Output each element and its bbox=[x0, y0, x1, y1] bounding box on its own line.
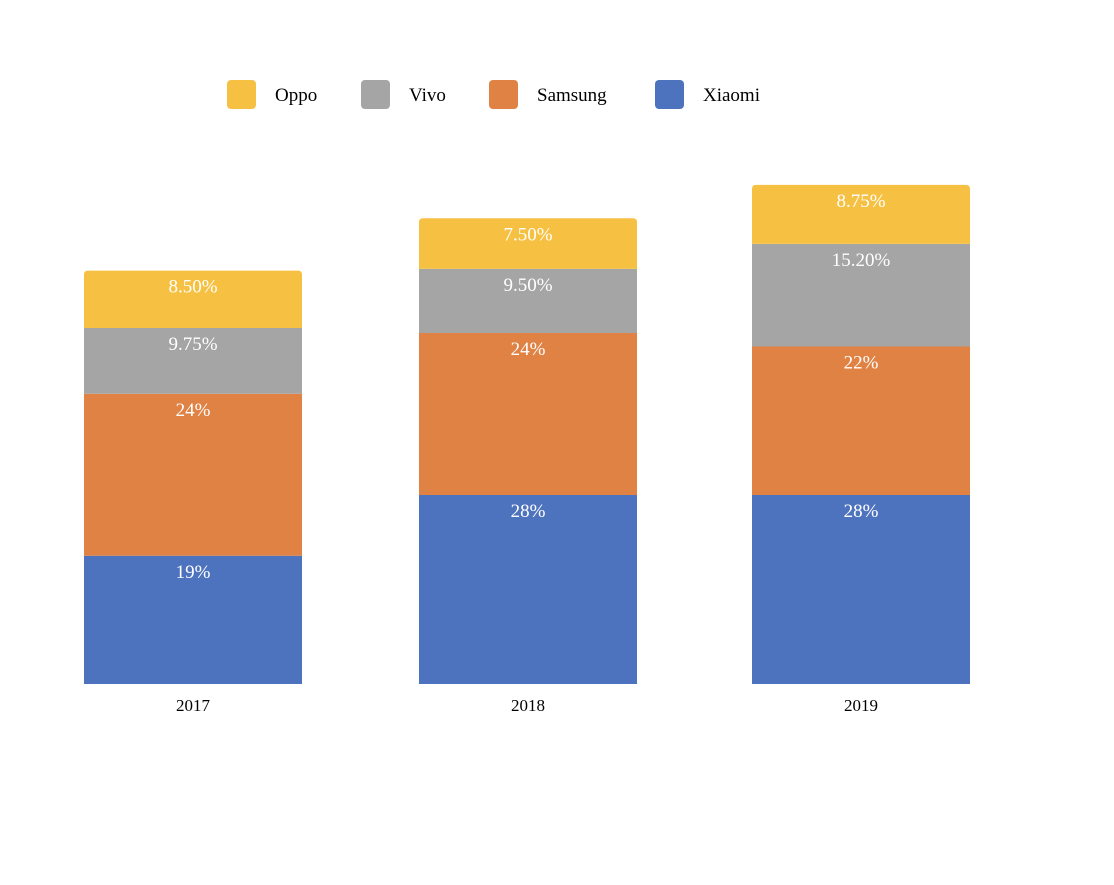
bar-segment-oppo-2018 bbox=[419, 218, 637, 269]
bar-stack-2019: 28% 22% 15.20% 8.75% bbox=[752, 184, 970, 684]
chart-legend: Oppo Vivo Samsung Xiaomi bbox=[227, 80, 760, 109]
x-tick-label-2018: 2018 bbox=[511, 696, 545, 715]
legend-item-oppo: Oppo bbox=[227, 80, 317, 109]
x-tick-label-2017: 2017 bbox=[176, 696, 211, 715]
data-label-oppo-2017: 8.50% bbox=[168, 277, 217, 298]
data-label-vivo-2018: 9.50% bbox=[503, 275, 552, 296]
bar-segment-oppo-2017 bbox=[84, 270, 302, 328]
legend-label-oppo: Oppo bbox=[275, 85, 317, 106]
legend-item-samsung: Samsung bbox=[489, 80, 607, 109]
data-label-oppo-2018: 7.50% bbox=[503, 224, 552, 245]
legend-swatch-samsung bbox=[489, 80, 518, 109]
data-label-samsung-2017: 24% bbox=[176, 400, 211, 421]
legend-item-vivo: Vivo bbox=[361, 80, 446, 109]
data-label-oppo-2019: 8.75% bbox=[836, 191, 885, 212]
data-label-vivo-2019: 15.20% bbox=[832, 250, 891, 271]
bar-stack-2017: 19% 24% 9.75% 8.50% bbox=[84, 270, 302, 684]
data-label-vivo-2017: 9.75% bbox=[168, 334, 217, 355]
bar-segment-vivo-2018 bbox=[419, 268, 637, 333]
legend-label-vivo: Vivo bbox=[409, 85, 446, 106]
bar-segment-xiaomi-2017 bbox=[84, 555, 302, 684]
bar-segment-samsung-2018 bbox=[419, 333, 637, 495]
bar-segment-samsung-2017 bbox=[84, 393, 302, 556]
bar-segment-xiaomi-2018 bbox=[419, 495, 637, 684]
legend-label-samsung: Samsung bbox=[537, 85, 607, 106]
legend-swatch-oppo bbox=[227, 80, 256, 109]
chart-plot-area: 19% 24% 9.75% 8.50% 28% 24% 9.50% 7.50% 28% 22% 15… bbox=[84, 184, 970, 684]
x-axis: 2017 2018 2019 bbox=[176, 696, 878, 715]
legend-swatch-vivo bbox=[361, 80, 390, 109]
legend-label-xiaomi: Xiaomi bbox=[703, 85, 760, 106]
bar-segment-xiaomi-2019 bbox=[752, 495, 970, 684]
data-label-xiaomi-2017: 19% bbox=[176, 562, 211, 583]
bar-segment-vivo-2017 bbox=[84, 327, 302, 394]
data-label-xiaomi-2018: 28% bbox=[511, 501, 546, 522]
data-label-samsung-2019: 22% bbox=[844, 353, 879, 374]
legend-swatch-xiaomi bbox=[655, 80, 684, 109]
legend-item-xiaomi: Xiaomi bbox=[655, 80, 760, 109]
data-label-xiaomi-2019: 28% bbox=[844, 501, 879, 522]
bar-stack-2018: 28% 24% 9.50% 7.50% bbox=[419, 218, 637, 684]
bar-segment-oppo-2019 bbox=[752, 184, 970, 244]
bar-segment-samsung-2019 bbox=[752, 346, 970, 495]
x-tick-label-2019: 2019 bbox=[844, 696, 878, 715]
bar-segment-vivo-2019 bbox=[752, 243, 970, 347]
data-label-samsung-2018: 24% bbox=[511, 339, 546, 360]
